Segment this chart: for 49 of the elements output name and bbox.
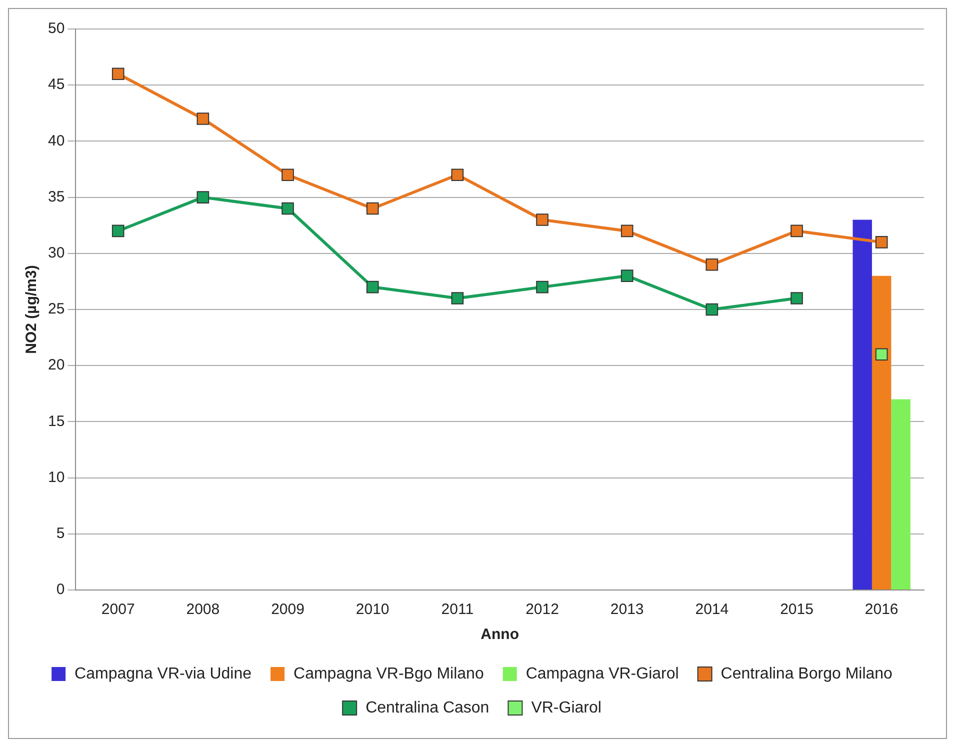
y-tick-label: 50 <box>48 20 65 38</box>
point <box>536 280 548 294</box>
y-tick-label: 0 <box>56 581 65 598</box>
y-tick-label: 15 <box>48 412 65 430</box>
point <box>451 168 464 182</box>
point <box>706 258 718 271</box>
y-tick-label: 45 <box>48 76 65 94</box>
legend-label: Campagna VR-via Udine <box>74 665 252 682</box>
legend-label: VR-Giarol <box>531 699 602 716</box>
x-tick-label: 2016 <box>864 601 898 618</box>
legend-label: Centralina Cason <box>366 699 490 716</box>
y-tick-label: 30 <box>48 244 65 262</box>
point <box>875 348 888 361</box>
point <box>536 214 548 226</box>
y-tick-label: 35 <box>48 188 65 206</box>
y-tick-label: 10 <box>48 468 65 486</box>
point <box>366 280 379 294</box>
x-tick-label: 2015 <box>780 601 814 618</box>
x-tick-label: 2008 <box>186 601 220 618</box>
x-tick-label: 2013 <box>610 601 644 618</box>
x-axis-title: Anno <box>480 626 520 644</box>
x-tick-label: 2007 <box>101 601 135 618</box>
x-tick-label: 2009 <box>271 601 304 618</box>
point <box>620 224 634 238</box>
y-tick-label: 20 <box>48 356 65 374</box>
x-tick-label: 2012 <box>526 601 559 618</box>
point <box>790 292 803 304</box>
x-tick-label: 2014 <box>695 601 729 618</box>
legend-label: Campagna VR-Giarol <box>526 665 679 682</box>
point <box>112 224 124 238</box>
point <box>366 202 379 215</box>
legend-label: Centralina Borgo Milano <box>720 665 893 682</box>
x-tick-label: 2011 <box>441 601 474 618</box>
point <box>282 168 294 182</box>
y-tick-label: 5 <box>56 525 65 542</box>
point <box>451 292 464 304</box>
y-tick-label: 25 <box>48 300 65 318</box>
point <box>790 224 803 238</box>
point <box>706 303 718 316</box>
point <box>196 191 210 204</box>
x-tick-label: 2010 <box>356 601 390 618</box>
point <box>875 236 888 248</box>
y-tick-label: 40 <box>48 132 65 150</box>
point <box>196 112 210 125</box>
y-axis-title: NO2 (µg/m3) <box>23 265 40 354</box>
point <box>620 270 634 282</box>
point <box>282 202 294 215</box>
legend-label: Campagna VR-Bgo Milano <box>294 665 484 682</box>
point <box>112 68 124 80</box>
